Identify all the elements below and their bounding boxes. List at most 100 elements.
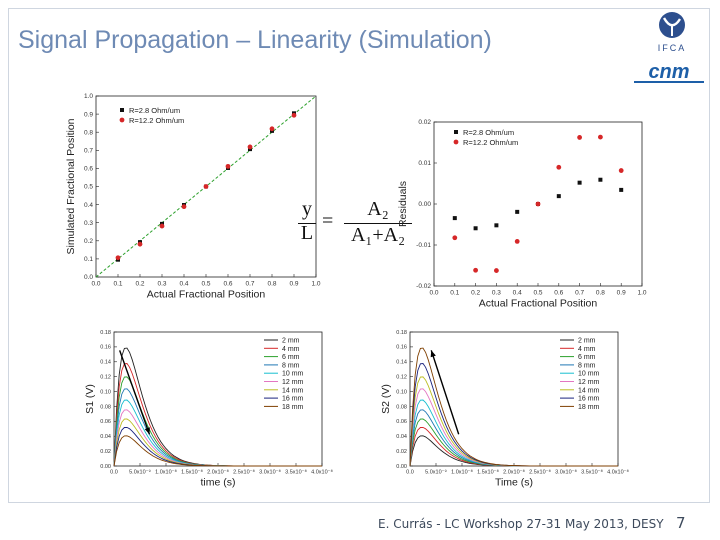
y-tick-label: 0.02: [100, 449, 111, 455]
formula-rhs-denominator: A₁+A₂: [350, 224, 406, 246]
x-tick-label: 0.7: [245, 281, 254, 288]
x-tick-label: 3.5x10⁻⁸: [581, 469, 603, 476]
data-point: [452, 235, 458, 241]
x-tick-label: 2.0x10⁻⁸: [207, 469, 229, 476]
x-tick-label: 0.2: [471, 290, 480, 297]
x-axis-label: Actual Fractional Position: [147, 289, 266, 301]
y-tick-label: 0.8: [84, 129, 93, 136]
trend-arrow: [430, 350, 460, 435]
legend-entry: 16 mm: [282, 396, 304, 403]
data-point: [247, 144, 253, 150]
y-tick-label: 0.08: [100, 404, 111, 410]
formula-equals: =: [322, 210, 334, 232]
y-tick-label: 0.16: [396, 345, 407, 351]
legend-entry: 12 mm: [578, 379, 600, 386]
data-point: [577, 180, 582, 185]
y-tick-label: -0.02: [416, 283, 431, 290]
linearity-plot: 0.0 0.1 0.2 0.3 0.4 0.5 0.6 0.7 0.8 0.9 1.0 0.0 0.1 0…: [65, 93, 321, 301]
data-point: [598, 177, 603, 182]
legend-entry: 18 mm: [578, 404, 600, 411]
y-tick-label: 1.0: [84, 93, 93, 100]
x-tick-label: 0.0: [91, 281, 100, 288]
y-tick-label: 0.02: [396, 449, 407, 455]
x-tick-label: 4.0x10⁻⁸: [311, 469, 333, 476]
y-tick-label: 0.5: [84, 184, 93, 191]
page-number: 7: [676, 514, 686, 532]
x-tick-label: 1.0: [311, 281, 320, 288]
formula-rhs-numerator: A₂: [367, 198, 389, 220]
data-point: [453, 139, 459, 145]
y-tick-label: 0.00: [418, 201, 431, 208]
x-tick-label: 4.0x10⁻⁸: [607, 469, 629, 476]
x-tick-label: 5.0x10⁻⁹: [129, 469, 151, 476]
y-tick-label: -0.01: [416, 242, 431, 249]
y-axis-label: Residuals: [397, 181, 409, 227]
y-tick-label: 0.04: [396, 434, 407, 440]
y-tick-label: 0.3: [84, 220, 93, 227]
x-tick-label: 0.8: [267, 281, 276, 288]
x-axis-label: Actual Fractional Position: [479, 298, 598, 310]
x-tick-label: 5.0x10⁻⁹: [425, 469, 447, 476]
x-tick-label: 1.0x10⁻⁸: [155, 469, 177, 476]
x-tick-label: 0.3: [157, 281, 166, 288]
x-tick-label: 0.0: [406, 470, 414, 476]
legend-entry: 8 mm: [282, 362, 300, 369]
x-tick-label: 0.2: [135, 281, 144, 288]
legend-entry: 18 mm: [282, 404, 304, 411]
data-point: [225, 163, 231, 169]
data-point: [577, 135, 582, 140]
y-tick-label: 0.18: [396, 330, 407, 336]
x-tick-label: 1.0: [637, 290, 646, 297]
ifca-logo: IFCA: [658, 12, 685, 53]
x-tick-label: 0.9: [617, 290, 626, 297]
x-tick-label: 0.5: [533, 290, 542, 297]
x-tick-label: 0.6: [554, 290, 563, 297]
data-point: [181, 204, 187, 210]
y-axis-label: S2 (V): [380, 384, 392, 414]
legend-entry: 14 mm: [282, 387, 304, 394]
data-point: [619, 187, 624, 192]
x-tick-label: 1.5x10⁻⁸: [181, 469, 203, 476]
data-point: [291, 112, 297, 118]
y-tick-label: 0.9: [84, 111, 93, 118]
data-point: [494, 268, 499, 273]
data-point: [115, 255, 121, 261]
x-tick-label: 0.8: [596, 290, 605, 297]
y-tick-label: 0.0: [84, 274, 93, 281]
data-point: [454, 130, 458, 134]
legend-entry: 8 mm: [578, 362, 596, 369]
y-tick-label: 0.16: [100, 345, 111, 351]
y-tick-label: 0.01: [418, 160, 431, 167]
x-tick-label: 0.1: [450, 290, 459, 297]
legend-entry: 10 mm: [578, 371, 600, 378]
data-point: [535, 201, 541, 207]
data-point: [556, 194, 561, 199]
y-axis-label: Simulated Fractional Position: [65, 118, 77, 254]
slide-title: Signal Propagation – Linearity (Simulati…: [18, 26, 492, 54]
data-point: [119, 117, 125, 123]
y-tick-label: 0.7: [84, 147, 93, 154]
x-tick-label: 0.4: [513, 290, 522, 297]
data-point: [598, 134, 603, 140]
x-tick-label: 0.7: [575, 290, 584, 297]
x-tick-label: 3.5x10⁻⁸: [285, 469, 307, 476]
legend-entry: 12 mm: [282, 379, 304, 386]
signal-s2-plot: 0.0 5.0x10⁻⁹ 1.0x10⁻⁸ 1.5x10⁻⁸ 2.0x10⁻⁸ 2.5x1…: [380, 330, 629, 489]
data-point: [494, 223, 499, 228]
legend-entry: 4 mm: [578, 346, 596, 353]
x-axis-label: Time (s): [495, 477, 533, 489]
y-tick-label: 0.06: [100, 419, 111, 425]
y-tick-label: 0.14: [100, 360, 111, 366]
x-tick-label: 2.5x10⁻⁸: [233, 469, 255, 476]
legend-entry: 14 mm: [578, 387, 600, 394]
legend-entry: 6 mm: [578, 354, 596, 361]
x-tick-label: 1.5x10⁻⁸: [477, 469, 499, 476]
signal-s1-plot: 0.0 5.0x10⁻⁹ 1.0x10⁻⁸ 1.5x10⁻⁸ 2.0x10⁻⁸ 2.5x1…: [84, 330, 333, 489]
x-tick-label: 2.5x10⁻⁸: [529, 469, 551, 476]
x-axis-label: time (s): [201, 477, 236, 489]
legend-entry: 4 mm: [282, 346, 300, 353]
x-tick-label: 0.9: [289, 281, 298, 288]
signal-curve: [409, 347, 618, 467]
y-tick-label: 0.2: [84, 238, 93, 245]
y-tick-label: 0.12: [100, 375, 111, 381]
